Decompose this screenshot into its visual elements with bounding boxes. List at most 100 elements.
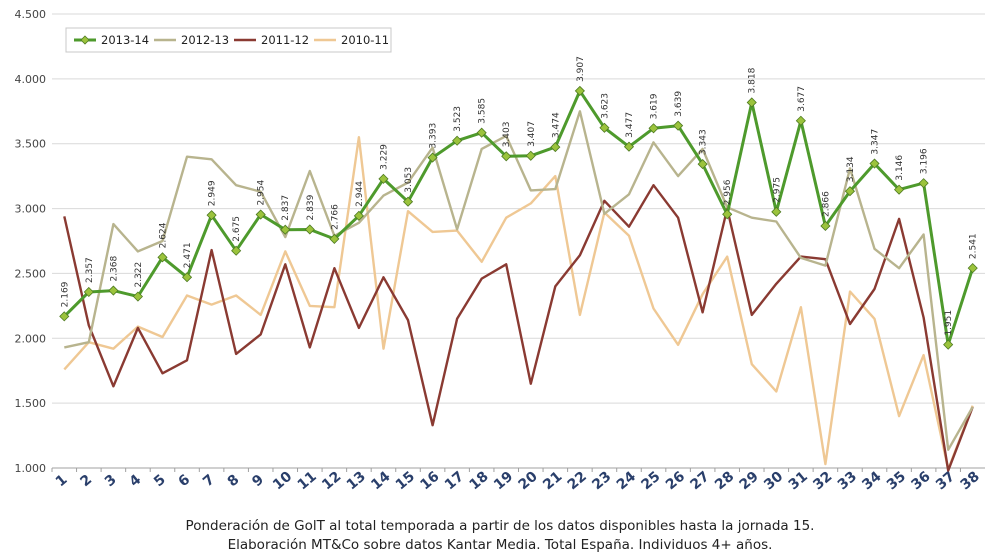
data-point-marker [427, 152, 438, 163]
x-tick-label: 19 [491, 469, 516, 494]
caption-line-2: Elaboración MT&Co sobre datos Kantar Med… [227, 537, 773, 553]
x-tick-label: 25 [638, 469, 663, 494]
x-tick-label: 13 [344, 469, 369, 494]
x-tick-label: 31 [786, 469, 811, 494]
data-point-marker [304, 224, 315, 235]
data-point-marker [83, 286, 94, 298]
data-point-marker [476, 127, 487, 138]
data-point-marker [918, 178, 929, 189]
x-tick-label: 14 [368, 468, 393, 493]
data-label: 3.053 [404, 167, 414, 193]
data-point-marker [844, 186, 856, 197]
data-label: 2.839 [306, 194, 316, 220]
x-tick-label: 4 [126, 472, 144, 491]
y-tick-label: 1.000 [15, 462, 47, 475]
data-label: 3.619 [650, 93, 660, 119]
x-tick-label: 20 [516, 468, 541, 493]
x-tick-label: 1 [53, 472, 71, 491]
data-label: 2.169 [60, 281, 70, 307]
y-tick-label: 3.500 [15, 138, 47, 151]
x-tick-label: 21 [540, 469, 565, 494]
y-tick-label: 4.000 [15, 73, 47, 86]
data-label: 3.146 [895, 155, 905, 181]
data-point-marker [157, 252, 168, 263]
x-tick-label: 22 [565, 469, 590, 494]
x-tick-label: 23 [589, 469, 614, 494]
x-tick-label: 2 [77, 472, 95, 491]
legend: 2013-14 2012-13 2011-12 2010-11 [65, 27, 392, 53]
series-line-2013-14 [63, 89, 975, 347]
x-tick-label: 7 [200, 472, 218, 491]
data-label: 3.907 [576, 56, 586, 82]
series-line-2012-13 [64, 110, 974, 451]
data-point-marker [452, 135, 463, 146]
data-label: 2.766 [330, 204, 340, 230]
data-point-marker [501, 151, 512, 162]
data-point-marker [820, 220, 831, 232]
y-axis-ticks: 1.000 1.500 2.000 2.500 3.000 3.500 4.000 4.500 [15, 8, 47, 475]
data-label: 2.675 [232, 216, 242, 242]
x-tick-label: 33 [835, 469, 860, 494]
data-point-marker [746, 97, 757, 108]
data-label: 3.134 [846, 156, 856, 182]
data-label: 2.471 [183, 242, 193, 268]
data-point-marker [378, 173, 389, 184]
x-tick-label: 24 [614, 468, 639, 493]
data-label: 2.322 [134, 262, 144, 288]
data-label: 3.623 [600, 93, 610, 119]
data-point-marker [943, 339, 954, 350]
data-point-marker [231, 245, 242, 256]
data-label: 3.639 [674, 91, 684, 117]
caption-line-1: Ponderación de GolT al total temporada a… [185, 518, 815, 534]
data-label: 2.956 [723, 179, 733, 205]
x-tick-label: 28 [712, 469, 737, 494]
x-tick-label: 16 [417, 469, 442, 494]
y-tick-label: 2.000 [15, 332, 47, 345]
data-label: 3.393 [429, 123, 439, 149]
x-tick-label: 8 [225, 472, 243, 491]
data-point-marker [894, 184, 905, 195]
legend-label: 2010-11 [341, 33, 389, 47]
data-label: 2.541 [969, 233, 979, 259]
data-label: 2.944 [355, 181, 365, 207]
x-tick-label: 37 [933, 469, 958, 494]
legend-label: 2012-13 [181, 33, 229, 47]
x-tick-label: 9 [249, 472, 267, 491]
legend-label: 2013-14 [101, 33, 149, 47]
x-tick-label: 26 [663, 469, 688, 494]
data-label: 3.403 [502, 122, 512, 148]
data-point-marker [525, 150, 536, 161]
data-label: 2.975 [772, 177, 782, 203]
data-point-marker [206, 210, 217, 221]
data-point-marker [255, 209, 266, 220]
y-tick-label: 3.000 [15, 203, 47, 216]
y-tick-label: 2.500 [15, 267, 47, 280]
y-tick-label: 1.500 [15, 397, 47, 410]
data-point-marker [599, 122, 610, 133]
data-label: 3.229 [379, 144, 389, 170]
x-tick-label: 12 [319, 469, 344, 494]
legend-label: 2011-12 [261, 33, 309, 47]
series-markers [59, 85, 978, 350]
data-label: 2.357 [85, 257, 95, 283]
data-point-marker [623, 141, 635, 152]
data-point-marker [673, 120, 684, 131]
x-axis [51, 467, 985, 472]
x-tick-label: 30 [761, 468, 786, 493]
x-tick-label: 5 [151, 472, 169, 491]
data-label: 3.818 [748, 67, 758, 93]
x-tick-label: 10 [270, 468, 295, 493]
data-label: 2.837 [281, 195, 291, 221]
data-label: 1.951 [944, 310, 954, 336]
data-point-marker [967, 263, 978, 274]
x-tick-label: 15 [393, 469, 418, 494]
data-point-marker [550, 142, 561, 153]
series-lines [63, 89, 975, 472]
data-point-marker [353, 210, 364, 221]
y-tick-label: 4.500 [15, 8, 47, 21]
data-point-marker [795, 115, 806, 126]
x-axis-ticks: 1 2 3 4 5 6 7 8 9 10 11 12 13 14 15 16 17 18 19 20 21 22 23 24 2… [53, 468, 983, 493]
data-point-marker [869, 158, 880, 169]
data-point-marker [648, 123, 659, 134]
x-tick-label: 38 [958, 469, 983, 494]
